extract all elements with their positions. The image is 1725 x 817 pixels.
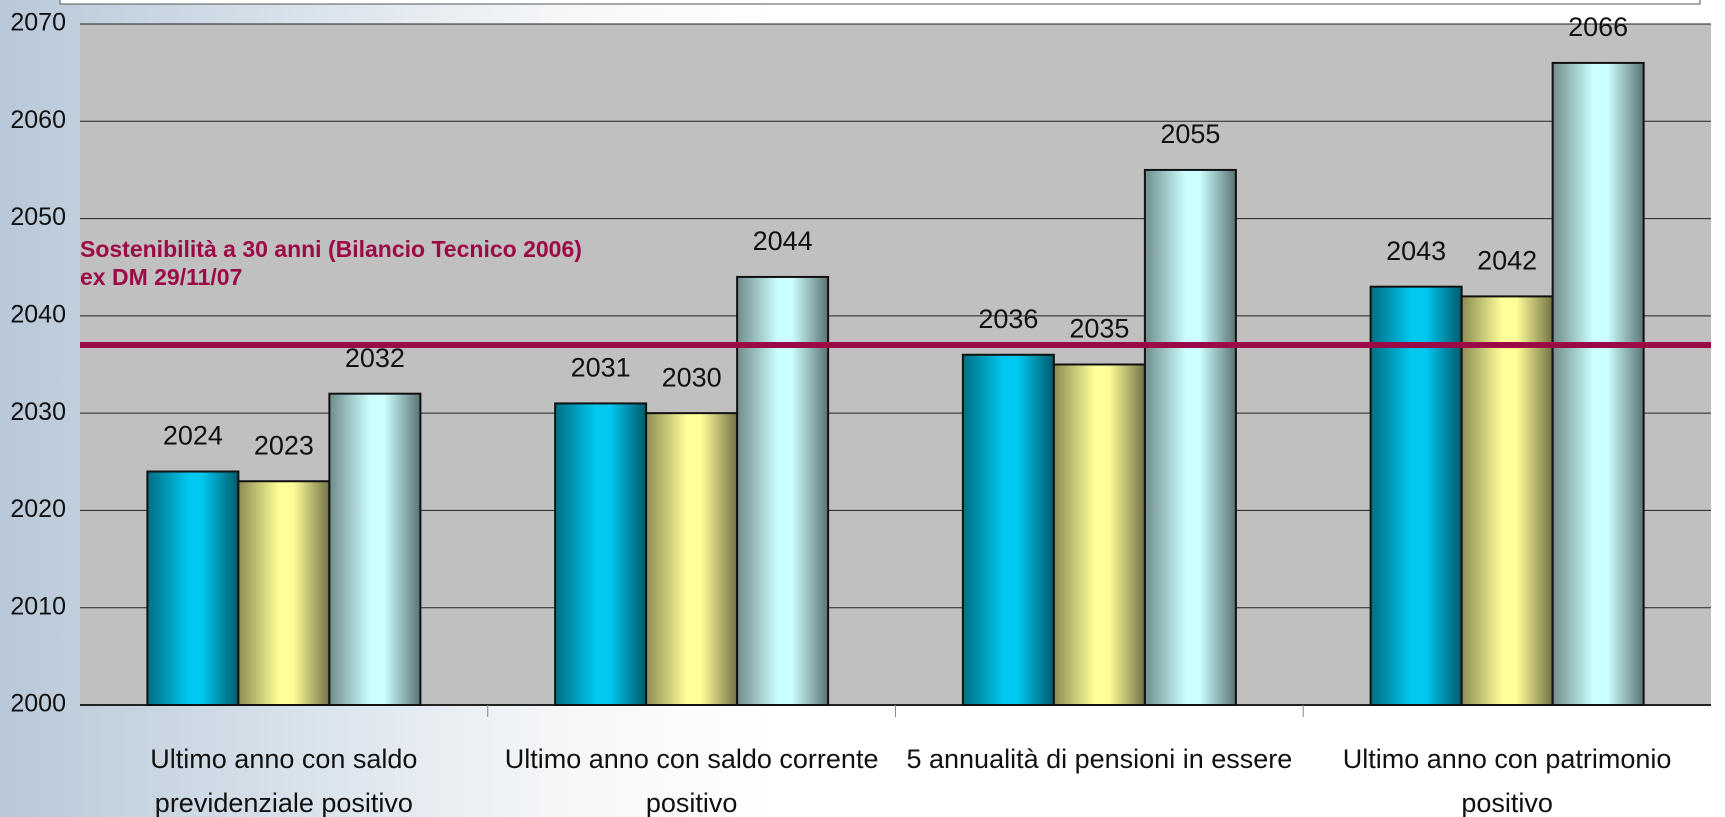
value-label: 2066: [1568, 12, 1628, 42]
value-label: 2023: [254, 430, 314, 460]
value-label: 2055: [1160, 119, 1220, 149]
value-label: 2036: [978, 304, 1038, 334]
bar: [961, 353, 1055, 706]
bar: [1551, 61, 1645, 706]
reference-label: Sostenibilità a 30 anni (Bilancio Tecnic…: [80, 236, 582, 262]
y-tick-label: 2000: [10, 690, 66, 718]
reference-label: ex DM 29/11/07: [80, 264, 242, 290]
value-label: 2035: [1069, 314, 1129, 344]
bar: [554, 402, 648, 706]
x-tick-label: Ultimo anno con saldo previdenziale posi…: [150, 744, 418, 817]
y-tick-label: 2040: [10, 300, 66, 328]
bar: [328, 392, 422, 706]
y-tick-label: 2010: [10, 592, 66, 620]
bar: [1052, 363, 1146, 706]
y-tick-label: 2020: [10, 495, 66, 523]
value-label: 2044: [753, 226, 813, 256]
bar: [736, 275, 830, 706]
y-tick-label: 2030: [10, 398, 66, 426]
x-tick-label: 5 annualità di pensioni in essere: [906, 744, 1293, 774]
bar: [1369, 285, 1463, 706]
x-tick-label: Ultimo anno con patrimonio positivo: [1342, 744, 1672, 817]
bar: [1460, 295, 1554, 706]
y-tick-label: 2070: [10, 9, 66, 37]
value-label: 2043: [1386, 236, 1446, 266]
bar: [237, 480, 331, 706]
value-label: 2031: [571, 353, 631, 383]
value-label: 2024: [163, 421, 223, 451]
y-tick-label: 2060: [10, 106, 66, 134]
bar: [146, 470, 240, 706]
top-box: [59, 0, 1701, 5]
x-tick-label: Ultimo anno con saldo corrente positivo: [504, 744, 879, 817]
value-label: 2042: [1477, 246, 1537, 276]
bar: [1143, 168, 1237, 706]
value-label: 2030: [662, 362, 722, 392]
bar: [645, 412, 739, 706]
y-tick-label: 2050: [10, 203, 66, 231]
